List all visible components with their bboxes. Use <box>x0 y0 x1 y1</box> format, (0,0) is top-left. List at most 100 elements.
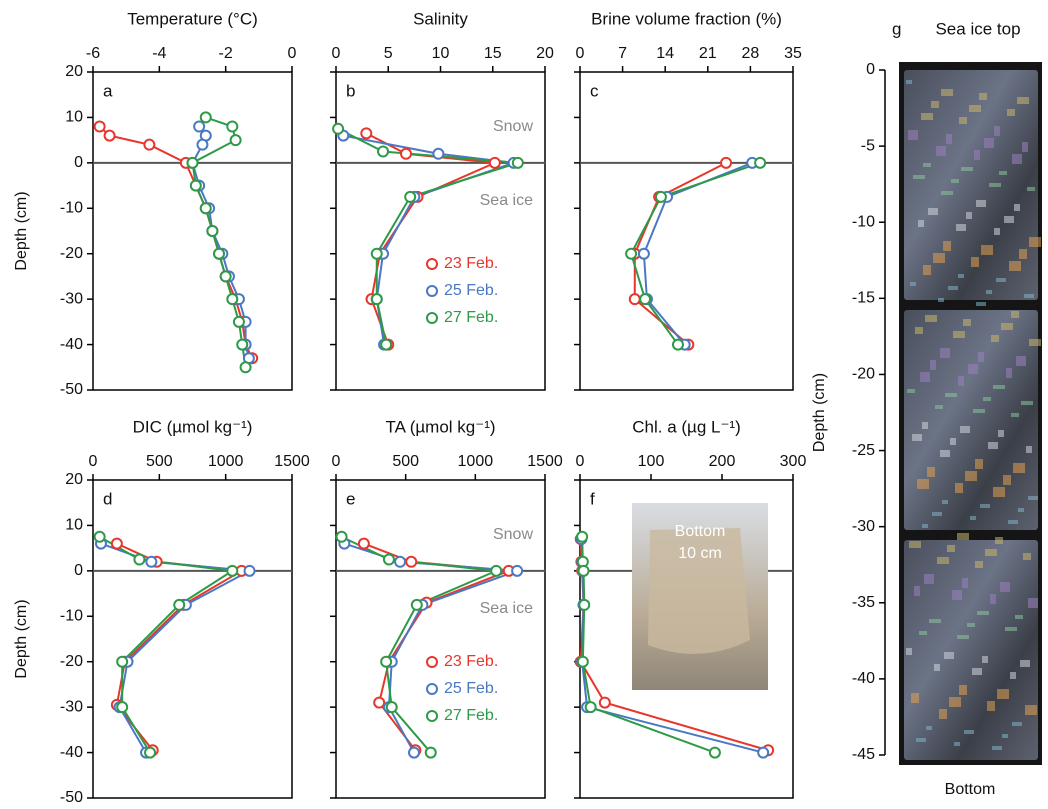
x-tick-label: 0 <box>576 45 585 62</box>
y-tick-label: -40 <box>60 336 83 353</box>
crystal <box>955 483 963 493</box>
crystal <box>924 574 934 584</box>
crystal <box>1006 368 1012 378</box>
crystal <box>1024 294 1034 298</box>
x-tick-label: 300 <box>780 453 807 470</box>
crystal <box>922 422 928 429</box>
crystal <box>919 631 927 635</box>
crystal <box>933 253 945 263</box>
data-point <box>511 564 524 577</box>
crystal <box>929 619 941 623</box>
y-tick-label: -15 <box>852 290 875 307</box>
crystal <box>952 590 962 600</box>
data-point <box>236 338 249 351</box>
crystal <box>942 500 948 504</box>
annotation: Sea ice <box>480 600 533 617</box>
y-tick-label: 20 <box>65 63 83 80</box>
y-axis-label: Depth (cm) <box>811 373 828 452</box>
crystal <box>951 179 959 183</box>
crystal <box>1022 142 1028 152</box>
panel-letter: e <box>346 489 355 508</box>
data-point <box>93 120 106 133</box>
annotation: Snow <box>493 118 533 135</box>
crystal <box>1021 401 1033 405</box>
crystal <box>1023 553 1031 560</box>
crystal <box>934 664 940 671</box>
data-point <box>578 598 591 611</box>
data-point <box>103 129 116 142</box>
legend-marker <box>426 683 438 695</box>
data-point <box>360 127 373 140</box>
x-tick-label: 100 <box>638 453 665 470</box>
crystal <box>1010 672 1016 679</box>
data-point <box>239 361 252 374</box>
crystal <box>981 245 993 255</box>
crystal <box>939 709 947 719</box>
x-tick-label: 0 <box>332 453 341 470</box>
crystal <box>937 557 949 564</box>
crystal <box>1028 496 1038 500</box>
crystal <box>906 648 912 655</box>
data-point <box>754 156 767 169</box>
crystal <box>907 389 915 393</box>
data-point <box>110 537 123 550</box>
data-point <box>637 247 650 260</box>
inset-shape <box>648 528 750 654</box>
data-point <box>654 190 667 203</box>
crystal <box>1016 356 1026 366</box>
data-point <box>145 555 158 568</box>
data-point <box>382 553 395 566</box>
panel-letter: c <box>590 81 599 100</box>
crystal <box>920 372 930 382</box>
crystal <box>1027 187 1035 191</box>
x-tick-label: 5 <box>384 45 393 62</box>
crystal <box>931 101 939 108</box>
crystal <box>957 635 969 639</box>
panel-title: Sea ice top <box>935 19 1020 38</box>
y-tick-label: -30 <box>60 290 83 307</box>
crystal <box>946 134 952 144</box>
x-tick-label: 10 <box>432 45 450 62</box>
data-point <box>377 145 390 158</box>
crystal <box>923 163 931 167</box>
data-point <box>410 598 423 611</box>
data-point <box>213 247 226 260</box>
crystal <box>906 80 912 84</box>
crystal <box>1014 204 1020 211</box>
core-segment <box>904 540 1038 760</box>
crystal <box>982 656 988 663</box>
crystal <box>938 298 944 302</box>
data-point <box>404 190 417 203</box>
crystal <box>975 561 983 568</box>
crystal <box>977 611 989 615</box>
data-point <box>598 696 611 709</box>
y-tick-label: -50 <box>60 789 83 806</box>
crystal <box>994 228 1000 235</box>
crystal <box>916 738 926 742</box>
inset-text: 10 cm <box>678 545 722 562</box>
crystal <box>966 212 972 219</box>
y-tick-label: -10 <box>852 213 875 230</box>
crystal <box>954 742 960 746</box>
data-point <box>490 564 503 577</box>
crystal <box>911 693 919 703</box>
x-tick-label: -6 <box>86 45 100 62</box>
crystal <box>970 516 976 520</box>
legend-label: 25 Feb. <box>444 282 498 299</box>
y-tick-label: -20 <box>852 366 875 383</box>
core-segment <box>904 70 1038 300</box>
crystal <box>983 397 991 401</box>
panel-title: TA (µmol kg⁻¹) <box>385 417 495 436</box>
legend-label: 23 Feb. <box>444 255 498 272</box>
data-point <box>193 120 206 133</box>
data-point <box>226 564 239 577</box>
y-tick-label: -10 <box>60 200 83 217</box>
x-tick-label: 15 <box>484 45 502 62</box>
crystal <box>912 434 922 441</box>
crystal <box>961 167 973 171</box>
profile-line <box>99 535 236 754</box>
crystal <box>914 586 920 596</box>
data-point <box>720 156 733 169</box>
x-tick-label: 21 <box>699 45 717 62</box>
